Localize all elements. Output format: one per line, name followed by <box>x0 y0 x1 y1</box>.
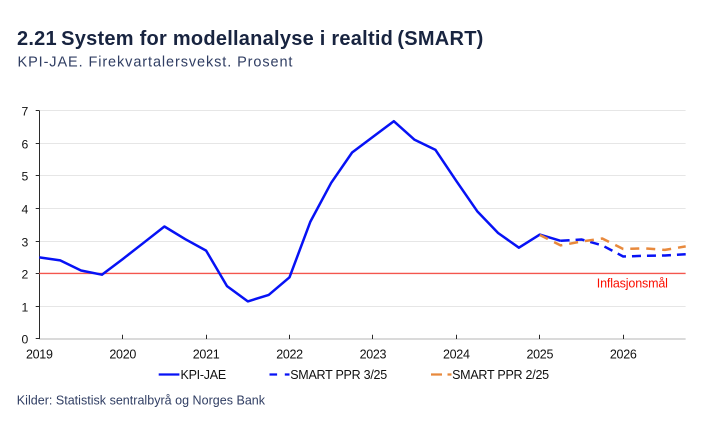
svg-text:KPI-JAE. Firekvartalersvekst.: KPI-JAE. Firekvartalersvekst. Prosent <box>18 55 294 71</box>
svg-text:Kilder: Statistisk sentralbyrå: Kilder: Statistisk sentralbyrå og Norges… <box>17 394 266 408</box>
svg-text:2026: 2026 <box>610 348 637 362</box>
svg-text:2025: 2025 <box>526 348 553 362</box>
svg-text:7: 7 <box>22 105 29 119</box>
svg-text:1: 1 <box>22 301 29 315</box>
svg-text:6: 6 <box>22 138 29 152</box>
svg-text:3: 3 <box>22 236 29 250</box>
svg-text:2024: 2024 <box>443 348 470 362</box>
svg-text:2: 2 <box>22 268 29 282</box>
svg-text:KPI-JAE: KPI-JAE <box>181 368 227 382</box>
svg-text:5: 5 <box>22 170 29 184</box>
svg-text:2020: 2020 <box>109 348 136 362</box>
svg-text:4: 4 <box>22 203 29 217</box>
svg-text:2023: 2023 <box>360 348 387 362</box>
svg-text:0: 0 <box>22 333 29 347</box>
svg-text:2019: 2019 <box>26 348 53 362</box>
svg-text:2021: 2021 <box>193 348 220 362</box>
svg-text:SMART PPR 2/25: SMART PPR 2/25 <box>452 368 549 382</box>
svg-text:SMART PPR 3/25: SMART PPR 3/25 <box>290 368 387 382</box>
svg-text:2.21 System for modellanalyse: 2.21 System for modellanalyse i realtid … <box>17 28 484 50</box>
svg-text:2022: 2022 <box>276 348 303 362</box>
svg-text:Inflasjonsmål: Inflasjonsmål <box>597 276 668 290</box>
